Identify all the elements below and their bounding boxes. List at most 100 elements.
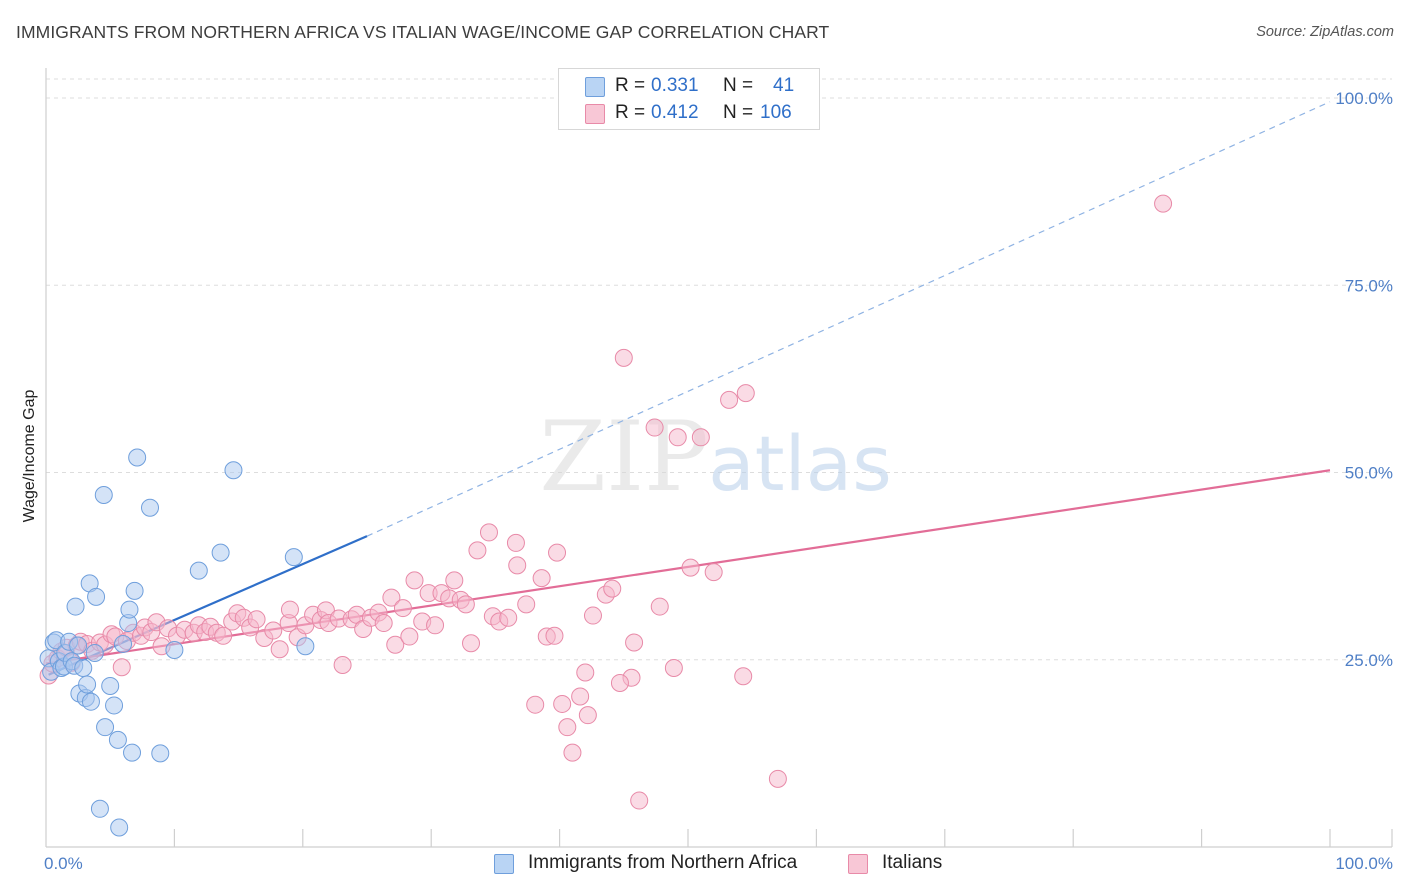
italians-point [768,769,787,788]
italians-point [563,743,582,762]
legend-r-label: R = [615,75,646,96]
immigrants-point [96,718,115,737]
immigrants-point [78,675,97,694]
immigrants-point [151,744,170,763]
italians-point [578,706,597,725]
watermark-zip: ZIP [539,401,708,513]
italians-point [681,558,700,577]
x-tick-label: 100.0% [1335,854,1393,873]
immigrants-point [94,485,113,504]
y-axis-title: Wage/Income Gap [21,390,38,523]
italians-point [479,523,498,542]
italians-point [610,673,629,692]
watermark-atlas: atlas [708,419,892,508]
immigrants-point [90,799,109,818]
immigrants-point [108,730,127,749]
italians-point [704,563,723,582]
immigrants-point [125,581,144,600]
italians-point [614,348,633,367]
series-immigrants-points [39,448,315,837]
y-tick-label: 50.0% [1345,464,1393,483]
bottom-legend-swatch-blue [494,854,514,874]
legend-n-label: N = [723,75,754,96]
italians-point [333,655,352,674]
italians-point [280,600,299,619]
y-tick-label: 75.0% [1345,276,1393,295]
italians-point [645,418,664,437]
italians-point [691,428,710,447]
immigrants-point [74,658,93,677]
immigrants-point [224,461,243,480]
italians-point [445,571,464,590]
tick-labels: 25.0% 50.0% 75.0% 100.0% 0.0% 100.0% [44,89,1393,873]
italians-point [508,556,527,575]
legend-row-italians: R = 0.412 N = 106 [585,102,815,126]
italians-point [468,541,487,560]
italians-point [456,595,475,614]
italians-point [532,569,551,588]
italians-point [583,606,602,625]
italians-point [247,610,266,629]
immigrants-point [189,561,208,580]
legend-n-value: 106 [760,102,792,123]
italians-point [571,687,590,706]
bottom-legend-swatch-pink [848,854,868,874]
trend-lines [45,101,1331,676]
italians-point [650,597,669,616]
italians-point [526,695,545,714]
immigrants-point [81,692,100,711]
italians-point [400,627,419,646]
bottom-legend-immigrants: Immigrants from Northern Africa [494,852,824,878]
italians-point [264,621,283,640]
immigrants-trend-extension [366,101,1331,537]
italians-point [576,663,595,682]
immigrants-point [123,743,142,762]
italians-point [214,626,233,645]
italians-point [405,571,424,590]
italians-point [625,633,644,652]
italians-point [1154,194,1173,213]
legend-swatch-blue [585,77,605,97]
italians-point [603,579,622,598]
immigrants-point [114,635,133,654]
italians-point [270,640,289,659]
legend: R = 0.331 N = 41 R = 0.412 N = 106 [558,68,820,130]
italians-point [630,791,649,810]
italians-point [393,599,412,618]
immigrants-point [105,696,124,715]
y-tick-label: 100.0% [1335,89,1393,108]
bottom-legend-label: Italians [882,852,943,873]
italians-point [545,626,564,645]
watermark: ZIP atlas [539,401,891,513]
immigrants-point [211,543,230,562]
italians-point [112,658,131,677]
legend-r-label: R = [615,102,646,123]
legend-row-immigrants: R = 0.331 N = 41 [585,75,815,99]
italians-point [462,634,481,653]
immigrants-point [69,636,88,655]
italians-point [386,635,405,654]
immigrants-point [141,498,160,517]
italians-point [553,694,572,713]
series-italians-points [39,194,1173,810]
immigrants-point [165,641,184,660]
italians-point [517,595,536,614]
italians-point [506,533,525,552]
immigrants-point [128,448,147,467]
immigrants-point [66,597,85,616]
italians-point [664,658,683,677]
italians-point [382,588,401,607]
italians-point [736,384,755,403]
y-tick-label: 25.0% [1345,651,1393,670]
immigrants-point [110,818,129,837]
italians-point [734,667,753,686]
immigrants-point [87,587,106,606]
legend-n-label: N = [723,102,754,123]
immigrants-point [101,676,120,695]
immigrants-point [85,644,104,663]
source-label: Source: ZipAtlas.com [1256,24,1394,40]
italians-point [548,543,567,562]
italians-point [668,428,687,447]
legend-r-value: 0.412 [651,102,699,123]
